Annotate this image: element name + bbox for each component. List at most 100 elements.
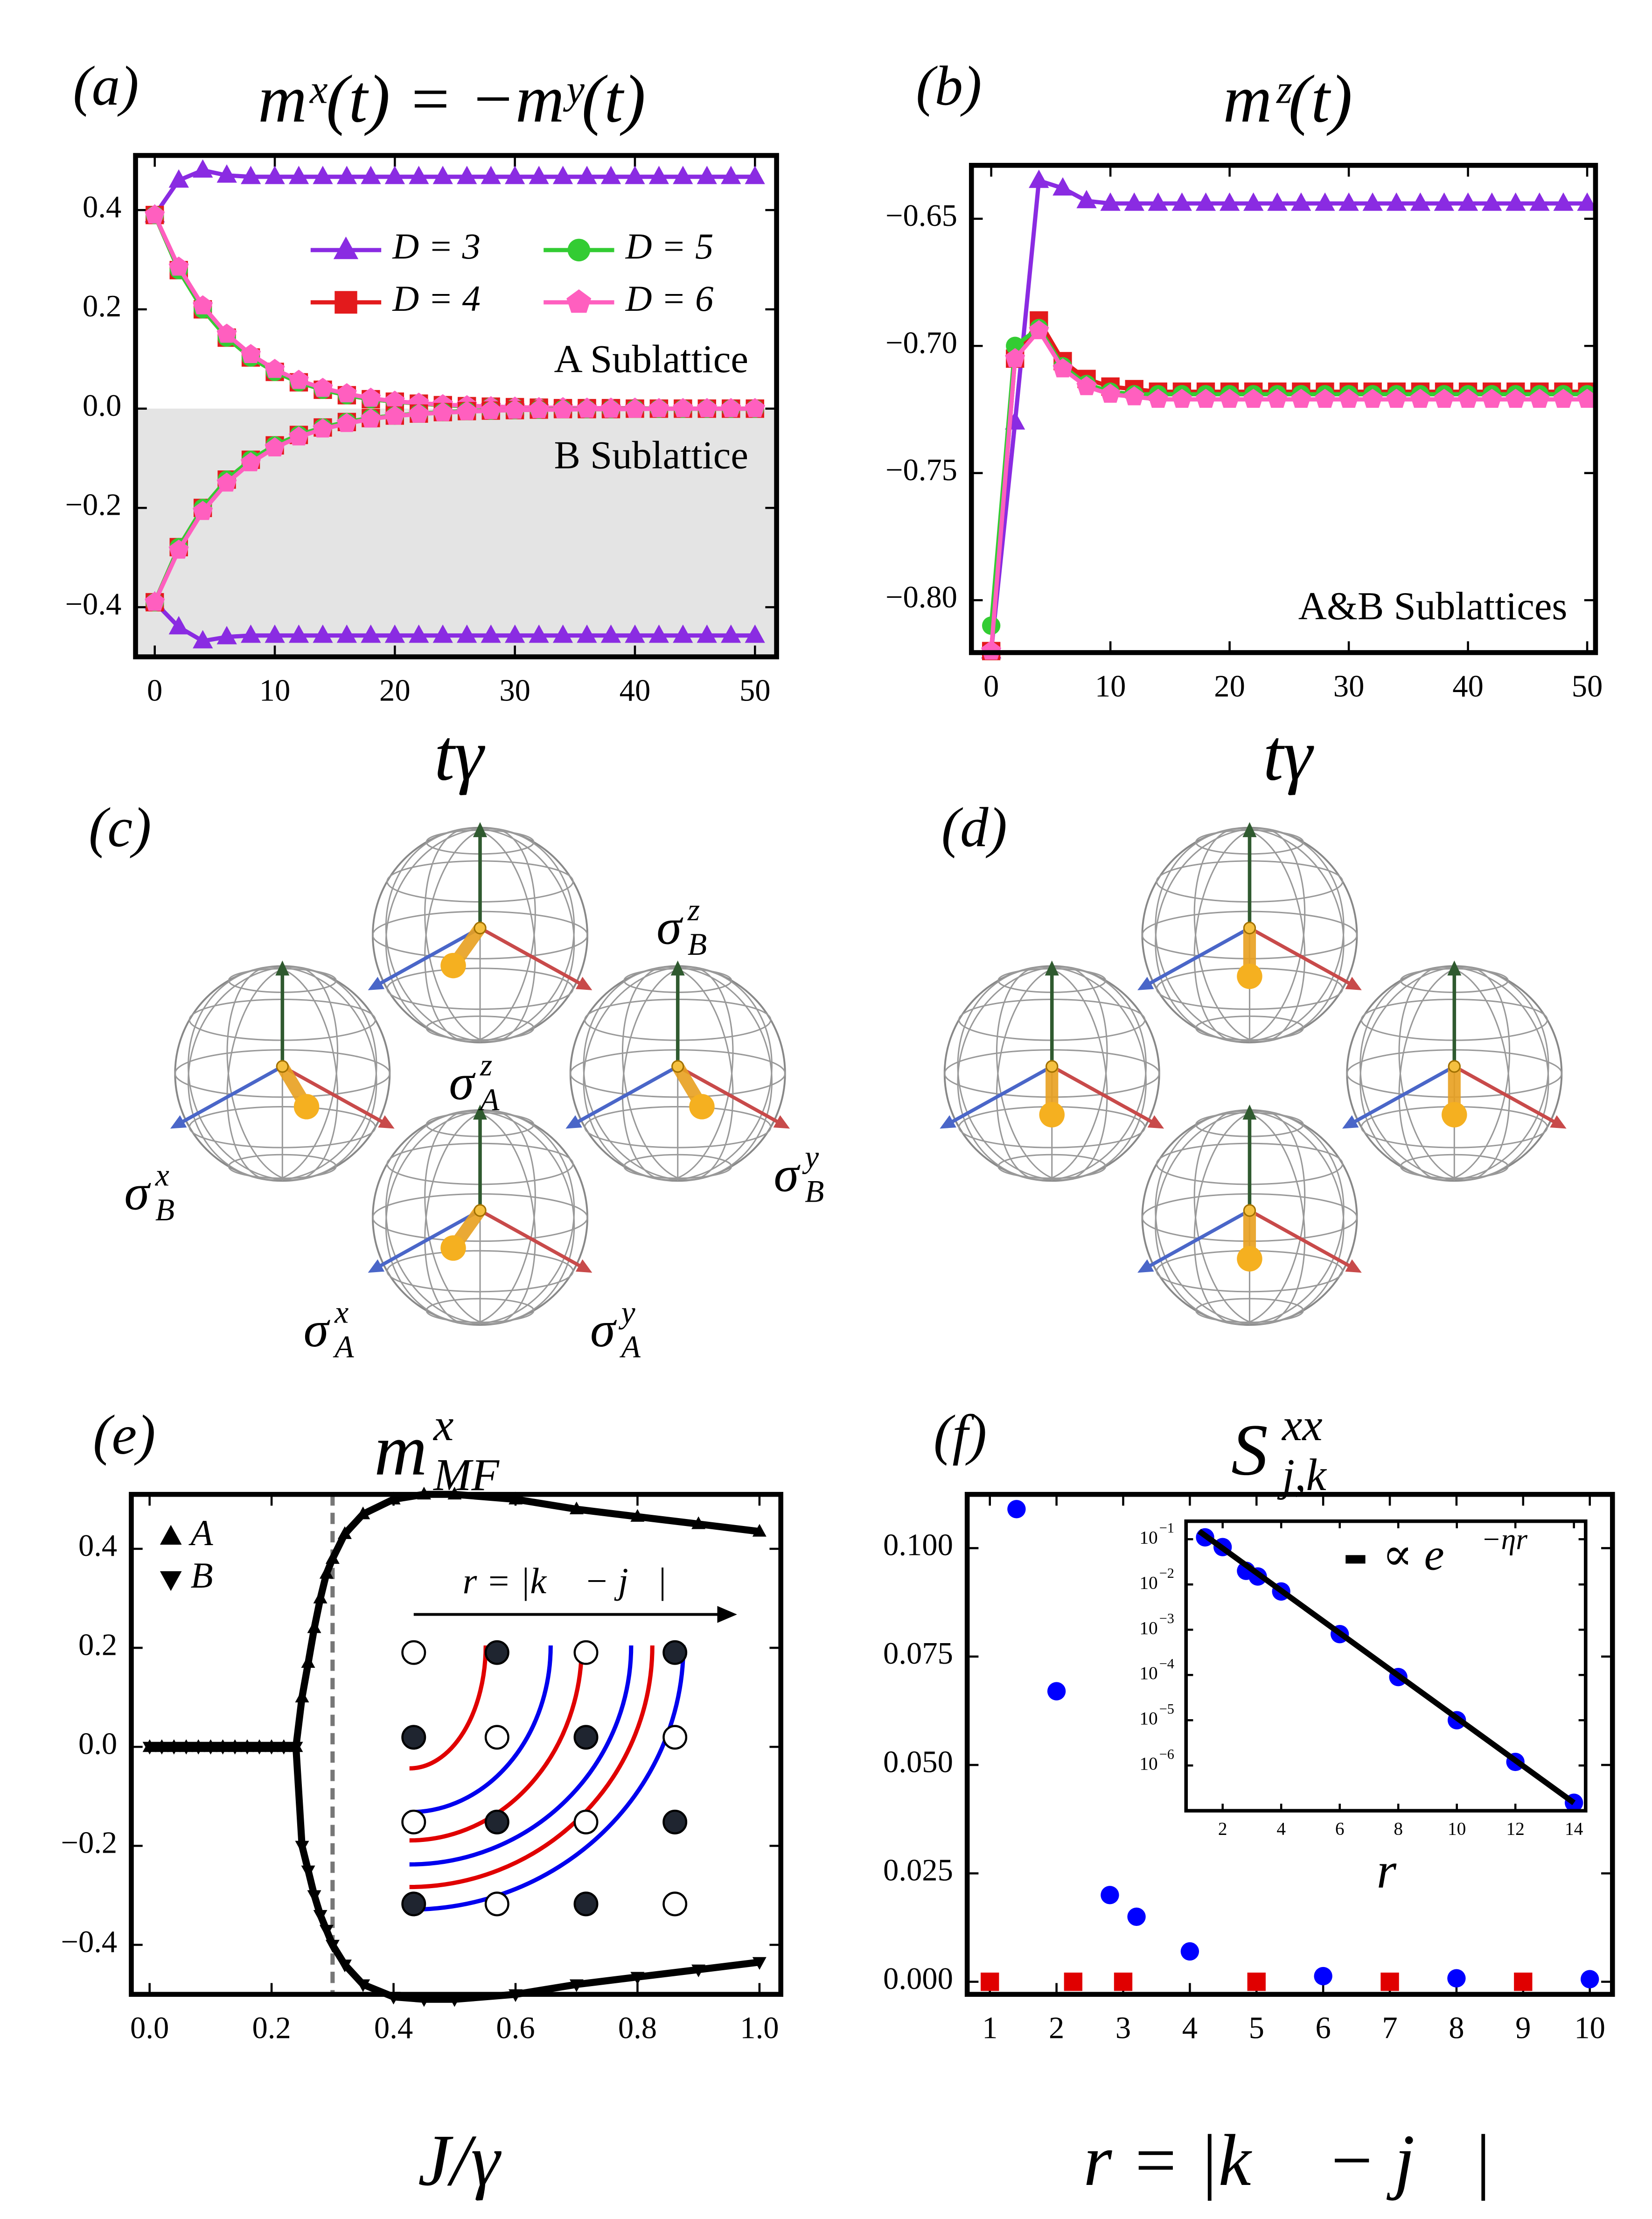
origin	[1243, 921, 1256, 935]
lattice-curve	[409, 1645, 584, 1843]
y-tick-label-sup: −6	[1159, 1746, 1174, 1762]
marker	[1053, 358, 1073, 378]
marker	[241, 452, 261, 471]
y-axis	[479, 926, 581, 985]
plot-frame	[964, 1491, 1615, 1997]
marker	[216, 472, 237, 492]
bloch-sphere	[565, 960, 790, 1182]
marker	[1434, 389, 1454, 408]
meridian	[424, 1110, 536, 1325]
x-tick-label: 5	[1249, 2011, 1264, 2045]
marker	[1171, 192, 1192, 211]
spin-tip	[1442, 1102, 1467, 1127]
y-axis	[1248, 926, 1351, 985]
axis-symbol: σ	[449, 1054, 476, 1111]
chart-title: mˣ(t) = −mʸ(t)	[258, 62, 646, 137]
meridian	[621, 966, 734, 1181]
x-axis-label: J/γ	[418, 2120, 502, 2201]
bloch-sphere	[368, 1104, 592, 1326]
plot-frame	[129, 1491, 783, 1997]
marker	[529, 166, 549, 184]
x-tick-label: 0	[147, 673, 162, 707]
marker	[228, 1742, 242, 1755]
marker	[167, 1742, 181, 1755]
marker	[1005, 348, 1025, 367]
x-axis-head	[940, 1115, 956, 1129]
y-tick-label: 0.075	[883, 1637, 953, 1671]
marker	[1529, 389, 1550, 408]
meridian	[1193, 1110, 1306, 1325]
x-tick-label: 0.4	[374, 2011, 413, 2045]
bloch-sphere	[1137, 822, 1362, 1043]
x-tick-label: 6	[1315, 2011, 1331, 2045]
marker	[673, 624, 693, 643]
marker	[288, 166, 309, 184]
axis-symbol: σ	[590, 1301, 617, 1358]
axis-symbol-sup: z	[480, 1048, 492, 1083]
legend-label: ∝ e	[1382, 1530, 1444, 1580]
marker	[1581, 1970, 1599, 1988]
z-axis-head	[670, 960, 685, 976]
panel-label: (e)	[93, 1404, 155, 1466]
marker	[307, 1890, 321, 1903]
marker	[1064, 1972, 1083, 1991]
y-tick-label: −0.2	[65, 488, 121, 522]
y-tick-label: 0.4	[83, 190, 121, 224]
marker	[1577, 192, 1597, 211]
x-tick-label: 10	[1095, 669, 1126, 703]
marker	[648, 166, 669, 184]
marker	[313, 1590, 328, 1603]
marker	[1029, 169, 1049, 188]
axis-symbol: σ	[304, 1301, 331, 1358]
x-tick-label: 10	[1574, 2011, 1605, 2045]
marker	[313, 166, 333, 184]
x-tick-label: 50	[1572, 669, 1603, 703]
marker	[1243, 389, 1264, 408]
panel-label: (b)	[916, 55, 982, 118]
marker	[566, 289, 592, 313]
y-tick-label: 10	[1139, 1617, 1157, 1638]
x-tick-label: 3	[1115, 2011, 1131, 2045]
latitude	[386, 967, 574, 1010]
marker	[409, 624, 429, 643]
marker	[145, 591, 165, 611]
meridian	[424, 827, 536, 1043]
marker	[384, 406, 405, 425]
x-tick-label: 50	[739, 673, 771, 707]
marker	[569, 1501, 584, 1514]
plot-frame	[1184, 1519, 1588, 1813]
marker	[1506, 192, 1526, 211]
marker	[1291, 389, 1311, 408]
y-tick-label-sup: −4	[1159, 1656, 1174, 1672]
x-tick-label: 0.2	[252, 2011, 291, 2045]
y-tick-label: 0.100	[883, 1528, 953, 1562]
marker	[673, 166, 693, 184]
y-tick-label: −0.70	[885, 326, 957, 360]
marker	[1380, 1972, 1399, 1991]
marker	[335, 291, 357, 314]
marker	[319, 1925, 334, 1938]
marker	[313, 378, 333, 397]
marker	[1514, 1972, 1533, 1991]
y-tick-label: 0.0	[78, 1727, 117, 1761]
marker	[1100, 192, 1121, 211]
marker	[625, 166, 645, 184]
axis-symbol: σ	[656, 899, 683, 955]
y-tick-label-sup: −3	[1159, 1610, 1174, 1626]
marker	[625, 398, 645, 418]
marker	[481, 166, 501, 184]
marker	[168, 539, 189, 559]
marker	[384, 166, 405, 184]
y-tick-label: −0.75	[885, 453, 957, 487]
y-tick-label: −0.80	[885, 580, 957, 614]
y-tick-label: −0.65	[885, 199, 957, 233]
marker	[1506, 389, 1526, 408]
marker	[325, 1551, 340, 1564]
marker	[1553, 389, 1574, 408]
meridian	[996, 966, 1108, 1181]
axis-symbol-sup: z	[687, 892, 700, 927]
marker	[1315, 389, 1335, 408]
y-tick-label: 10	[1139, 1663, 1157, 1683]
marker	[1195, 192, 1216, 211]
